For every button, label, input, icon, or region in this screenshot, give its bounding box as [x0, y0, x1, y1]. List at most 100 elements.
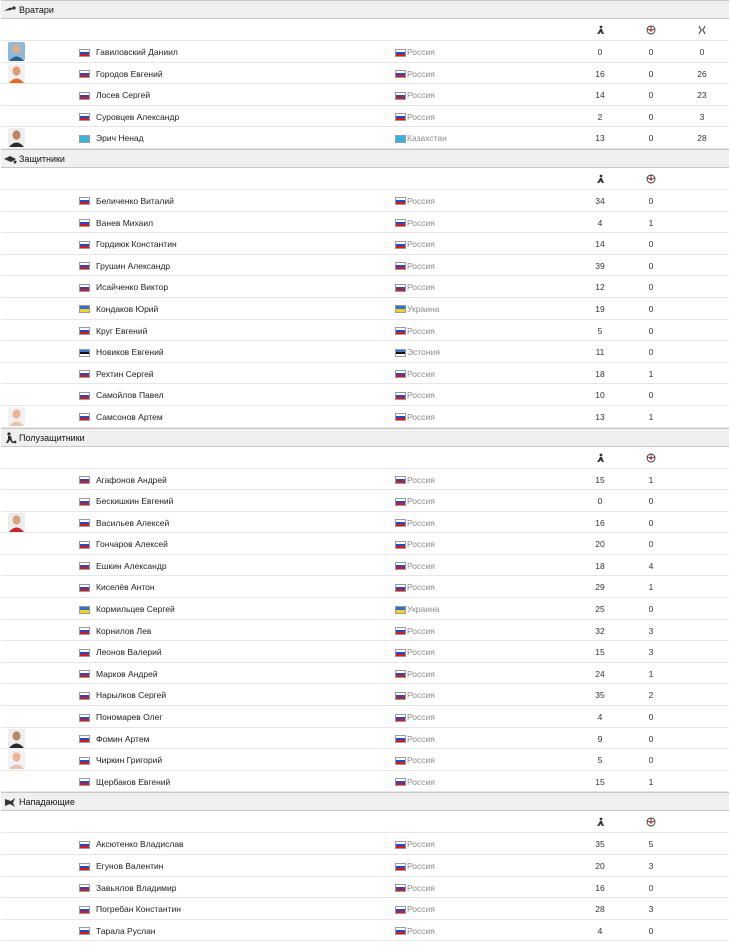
- player-name[interactable]: Агафонов Андрей: [96, 474, 167, 485]
- player-name[interactable]: Гордиюк Константин: [96, 239, 177, 250]
- player-row[interactable]: Пономарев Олег Россия 4 0: [1, 706, 729, 728]
- player-row[interactable]: Чиркин Григорий Россия 5 0: [1, 749, 729, 771]
- player-name[interactable]: Киселёв Антон: [96, 582, 155, 593]
- flag-icon: [79, 70, 90, 79]
- player-name[interactable]: Бескишкин Евгений: [96, 496, 174, 507]
- player-name[interactable]: Суровцев Александр: [96, 111, 180, 122]
- player-name[interactable]: Самсонов Артем: [96, 411, 163, 422]
- player-row[interactable]: Ешкин Александр Россия 18 4: [1, 555, 729, 577]
- player-row[interactable]: Беличенко Виталий Россия 34 0: [1, 190, 729, 212]
- player-row[interactable]: Васильев Алексей Россия 16 0: [1, 512, 729, 534]
- player-row[interactable]: Гончаров Алексей Россия 20 0: [1, 533, 729, 555]
- goals-icon: [646, 25, 656, 35]
- player-name[interactable]: Гончаров Алексей: [96, 539, 168, 550]
- player-country: Казахстан: [407, 133, 447, 144]
- player-country: Россия: [407, 925, 435, 936]
- player-stat-2: 0: [648, 239, 654, 250]
- player-name[interactable]: Марков Андрей: [96, 668, 158, 679]
- player-row[interactable]: Эрич Ненад Казахстан 13 0 28: [1, 127, 729, 149]
- player-stat-3: 28: [697, 133, 707, 144]
- player-row[interactable]: Самсонов Артем Россия 13 1: [1, 406, 729, 428]
- player-name[interactable]: Кормильцев Сергей: [96, 604, 175, 615]
- player-stat-2: 0: [648, 347, 654, 358]
- player-row[interactable]: Рехтин Сергей Россия 18 1: [1, 363, 729, 385]
- player-name[interactable]: Кондаков Юрий: [96, 303, 159, 314]
- player-name[interactable]: Ванев Михаил: [96, 217, 154, 228]
- player-row[interactable]: Лосев Сергей Россия 14 0 23: [1, 84, 729, 106]
- player-stat-2: 0: [648, 325, 654, 336]
- player-name[interactable]: Круг Евгений: [96, 325, 148, 336]
- player-country: Россия: [407, 260, 435, 271]
- player-stat-2: 3: [648, 625, 654, 636]
- flag-icon: [395, 219, 406, 228]
- player-name[interactable]: Нарылков Сергей: [96, 690, 167, 701]
- player-row[interactable]: Круг Евгений Россия 5 0: [1, 320, 729, 342]
- player-row[interactable]: Егунов Валентин Россия 20 3: [1, 855, 729, 877]
- player-name[interactable]: Тарала Руслан: [96, 925, 156, 936]
- player-row[interactable]: Новиков Евгений Эстония 11 0: [1, 341, 729, 363]
- player-name[interactable]: Лосев Сергей: [96, 90, 151, 101]
- player-row[interactable]: Городов Евгений Россия 16 0 26: [1, 63, 729, 85]
- player-name[interactable]: Егунов Валентин: [96, 861, 164, 871]
- player-name[interactable]: Погребан Константин: [96, 904, 181, 915]
- player-country: Эстония: [407, 347, 440, 358]
- player-row[interactable]: Ванев Михаил Россия 4 1: [1, 212, 729, 234]
- player-name[interactable]: Васильев Алексей: [96, 517, 170, 528]
- flag-icon: [79, 262, 90, 271]
- player-row[interactable]: Грушин Александр Россия 39 0: [1, 255, 729, 277]
- player-name[interactable]: Городов Евгений: [96, 68, 163, 79]
- player-name[interactable]: Беличенко Виталий: [96, 195, 174, 206]
- player-row[interactable]: Гордиюк Константин Россия 14 0: [1, 233, 729, 255]
- flag-icon: [395, 391, 406, 400]
- player-row[interactable]: Щербаков Евгений Россия 15 1: [1, 771, 729, 793]
- player-row[interactable]: Фомин Артем Россия 9 0: [1, 728, 729, 750]
- player-row[interactable]: Тарала Руслан Россия 4 0: [1, 920, 729, 942]
- player-name[interactable]: Завьялов Владимир: [96, 882, 177, 893]
- player-row[interactable]: Марков Андрей Россия 24 1: [1, 663, 729, 685]
- player-row[interactable]: Суровцев Александр Россия 2 0 3: [1, 106, 729, 128]
- flag-icon: [79, 413, 90, 422]
- player-stat-1: 5: [597, 325, 603, 336]
- player-row[interactable]: Гавиловский Даниил Россия 0 0 0: [1, 41, 729, 63]
- player-name[interactable]: Щербаков Евгений: [96, 776, 171, 787]
- player-name[interactable]: Леонов Валерий: [96, 647, 162, 658]
- player-stat-1: 18: [595, 368, 605, 379]
- player-name[interactable]: Самойлов Павел: [96, 390, 164, 401]
- player-name[interactable]: Эрич Ненад: [96, 133, 144, 144]
- player-name[interactable]: Пономарев Олег: [96, 712, 163, 723]
- player-row[interactable]: Кормильцев Сергей Украина 25 0: [1, 598, 729, 620]
- player-name[interactable]: Новиков Евгений: [96, 347, 164, 358]
- player-row[interactable]: Погребан Константин Россия 28 3: [1, 898, 729, 920]
- player-row[interactable]: Киселёв Антон Россия 29 1: [1, 576, 729, 599]
- player-name[interactable]: Грушин Александр: [96, 260, 171, 271]
- flag-icon: [395, 240, 406, 249]
- player-name[interactable]: Аксютенко Владислав: [96, 839, 184, 850]
- section-title: Вратари: [19, 5, 54, 15]
- player-name[interactable]: Корнилов Лев: [96, 625, 152, 636]
- player-name[interactable]: Чиркин Григорий: [96, 755, 163, 766]
- player-name[interactable]: Исайченко Виктор: [96, 282, 169, 293]
- player-country: Россия: [407, 882, 435, 893]
- player-row[interactable]: Исайченко Виктор Россия 12 0: [1, 276, 729, 298]
- player-row[interactable]: Бескишкин Евгений Россия 0 0: [1, 490, 729, 512]
- player-row[interactable]: Леонов Валерий Россия 15 3: [1, 641, 729, 663]
- player-name[interactable]: Рехтин Сергей: [96, 368, 154, 379]
- player-name[interactable]: Ешкин Александр: [96, 560, 167, 571]
- player-row[interactable]: Агафонов Андрей Россия 15 1: [1, 469, 729, 491]
- player-row[interactable]: Кондаков Юрий Украина 19 0: [1, 298, 729, 320]
- player-row[interactable]: Самойлов Павел Россия 10 0: [1, 384, 729, 406]
- player-stat-1: 0: [597, 496, 603, 507]
- player-country: Россия: [407, 560, 435, 571]
- player-row[interactable]: Завьялов Владимир Россия 16 0: [1, 877, 729, 899]
- flag-icon: [79, 778, 90, 787]
- player-country: Россия: [407, 390, 435, 401]
- player-country: Россия: [407, 647, 435, 658]
- player-country: Россия: [407, 325, 435, 336]
- player-row[interactable]: Аксютенко Владислав Россия 35 5: [1, 833, 729, 855]
- player-name[interactable]: Гавиловский Даниил: [96, 47, 178, 57]
- player-row[interactable]: Корнилов Лев Россия 32 3: [1, 620, 729, 642]
- flag-icon: [395, 48, 406, 57]
- player-row[interactable]: Нарылков Сергей Россия 35 2: [1, 684, 729, 707]
- player-name[interactable]: Фомин Артем: [96, 733, 150, 744]
- flag-icon: [395, 413, 406, 422]
